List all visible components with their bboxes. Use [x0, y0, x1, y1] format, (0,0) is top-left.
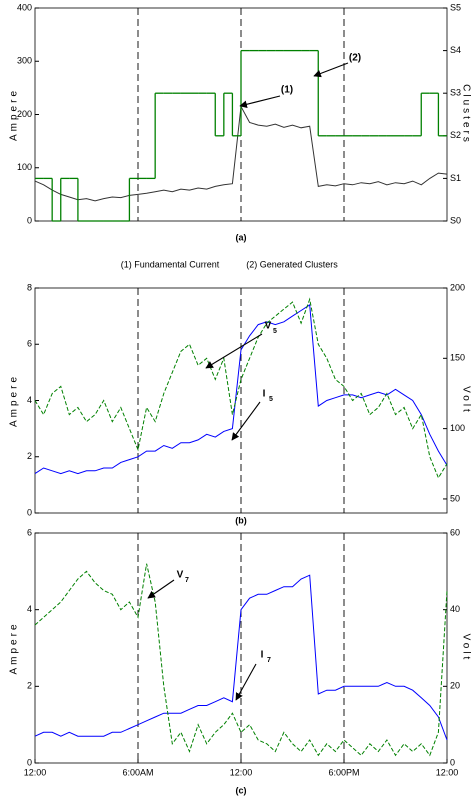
y2-axis-label: Volt: [460, 386, 471, 415]
series-line: [34, 297, 448, 479]
y-tick-label: 0: [27, 757, 32, 767]
annotation-arrow: [147, 579, 175, 599]
annotation-arrow: [313, 62, 349, 78]
annotation: I: [263, 389, 266, 400]
annotation: (1): [281, 85, 293, 96]
y-tick-label: 300: [17, 56, 32, 66]
panel-label: (a): [236, 232, 247, 242]
y2-tick-label: 20: [450, 681, 460, 691]
annotation-sub: 5: [269, 396, 273, 403]
y2-tick-label: S1: [450, 173, 461, 183]
annotation-arrow: [239, 95, 281, 109]
y-tick-label: 200: [17, 109, 32, 119]
y2-axis-label: Clusters: [460, 84, 471, 145]
series-line: [34, 304, 448, 475]
y-tick-label: 0: [27, 215, 32, 225]
annotation: (2): [349, 53, 361, 64]
annotation-arrow: [205, 333, 263, 369]
annotation-arrow: [235, 663, 257, 701]
y2-axis-label: Volt: [460, 634, 471, 663]
annotation-sub: 7: [185, 577, 189, 584]
x-tick-label: 12:00: [230, 767, 253, 777]
y2-tick-label: 0: [450, 757, 455, 767]
y-tick-label: 2: [27, 451, 32, 461]
annotation: V: [265, 321, 272, 332]
y-tick-label: 100: [17, 162, 32, 172]
y2-tick-label: S2: [450, 130, 461, 140]
x-tick-label: 12:00: [436, 767, 459, 777]
y-tick-label: 0: [27, 507, 32, 517]
series-line: [34, 574, 448, 741]
x-tick-label: 6:00AM: [122, 767, 153, 777]
y2-tick-label: 60: [450, 527, 460, 537]
y2-tick-label: S5: [450, 2, 461, 12]
annotation-sub: 7: [267, 657, 271, 664]
y2-tick-label: S0: [450, 215, 461, 225]
annotation: I: [261, 650, 264, 661]
annotation-arrow: [231, 401, 261, 441]
y-tick-label: 4: [27, 395, 32, 405]
y-tick-label: 6: [27, 339, 32, 349]
panel-label: (b): [235, 515, 247, 525]
y2-tick-label: 50: [450, 493, 460, 503]
y2-tick-label: 40: [450, 604, 460, 614]
y2-tick-label: S4: [450, 45, 461, 55]
x-tick-label: 12:00: [24, 767, 47, 777]
y-tick-label: 2: [27, 681, 32, 691]
x-tick-label: 6:00PM: [328, 767, 359, 777]
annotation: V: [177, 570, 184, 581]
y2-tick-label: 150: [450, 353, 465, 363]
y-axis-label: Ampere: [9, 374, 20, 427]
y2-tick-label: 200: [450, 282, 465, 292]
y-tick-label: 6: [27, 527, 32, 537]
y-axis-label: Ampere: [9, 621, 20, 674]
annotation-sub: 5: [273, 328, 277, 335]
series-line: [34, 563, 448, 757]
y2-tick-label: 100: [450, 423, 465, 433]
legend-entry: (1) Fundamental Current: [121, 259, 220, 269]
panel-label: (c): [236, 785, 247, 795]
y2-tick-label: S3: [450, 88, 461, 98]
y-axis-label: Ampere: [9, 88, 20, 141]
y-tick-label: 400: [17, 2, 32, 12]
legend-entry: (2) Generated Clusters: [246, 259, 338, 269]
y-tick-label: 4: [27, 604, 32, 614]
y-tick-label: 8: [27, 282, 32, 292]
